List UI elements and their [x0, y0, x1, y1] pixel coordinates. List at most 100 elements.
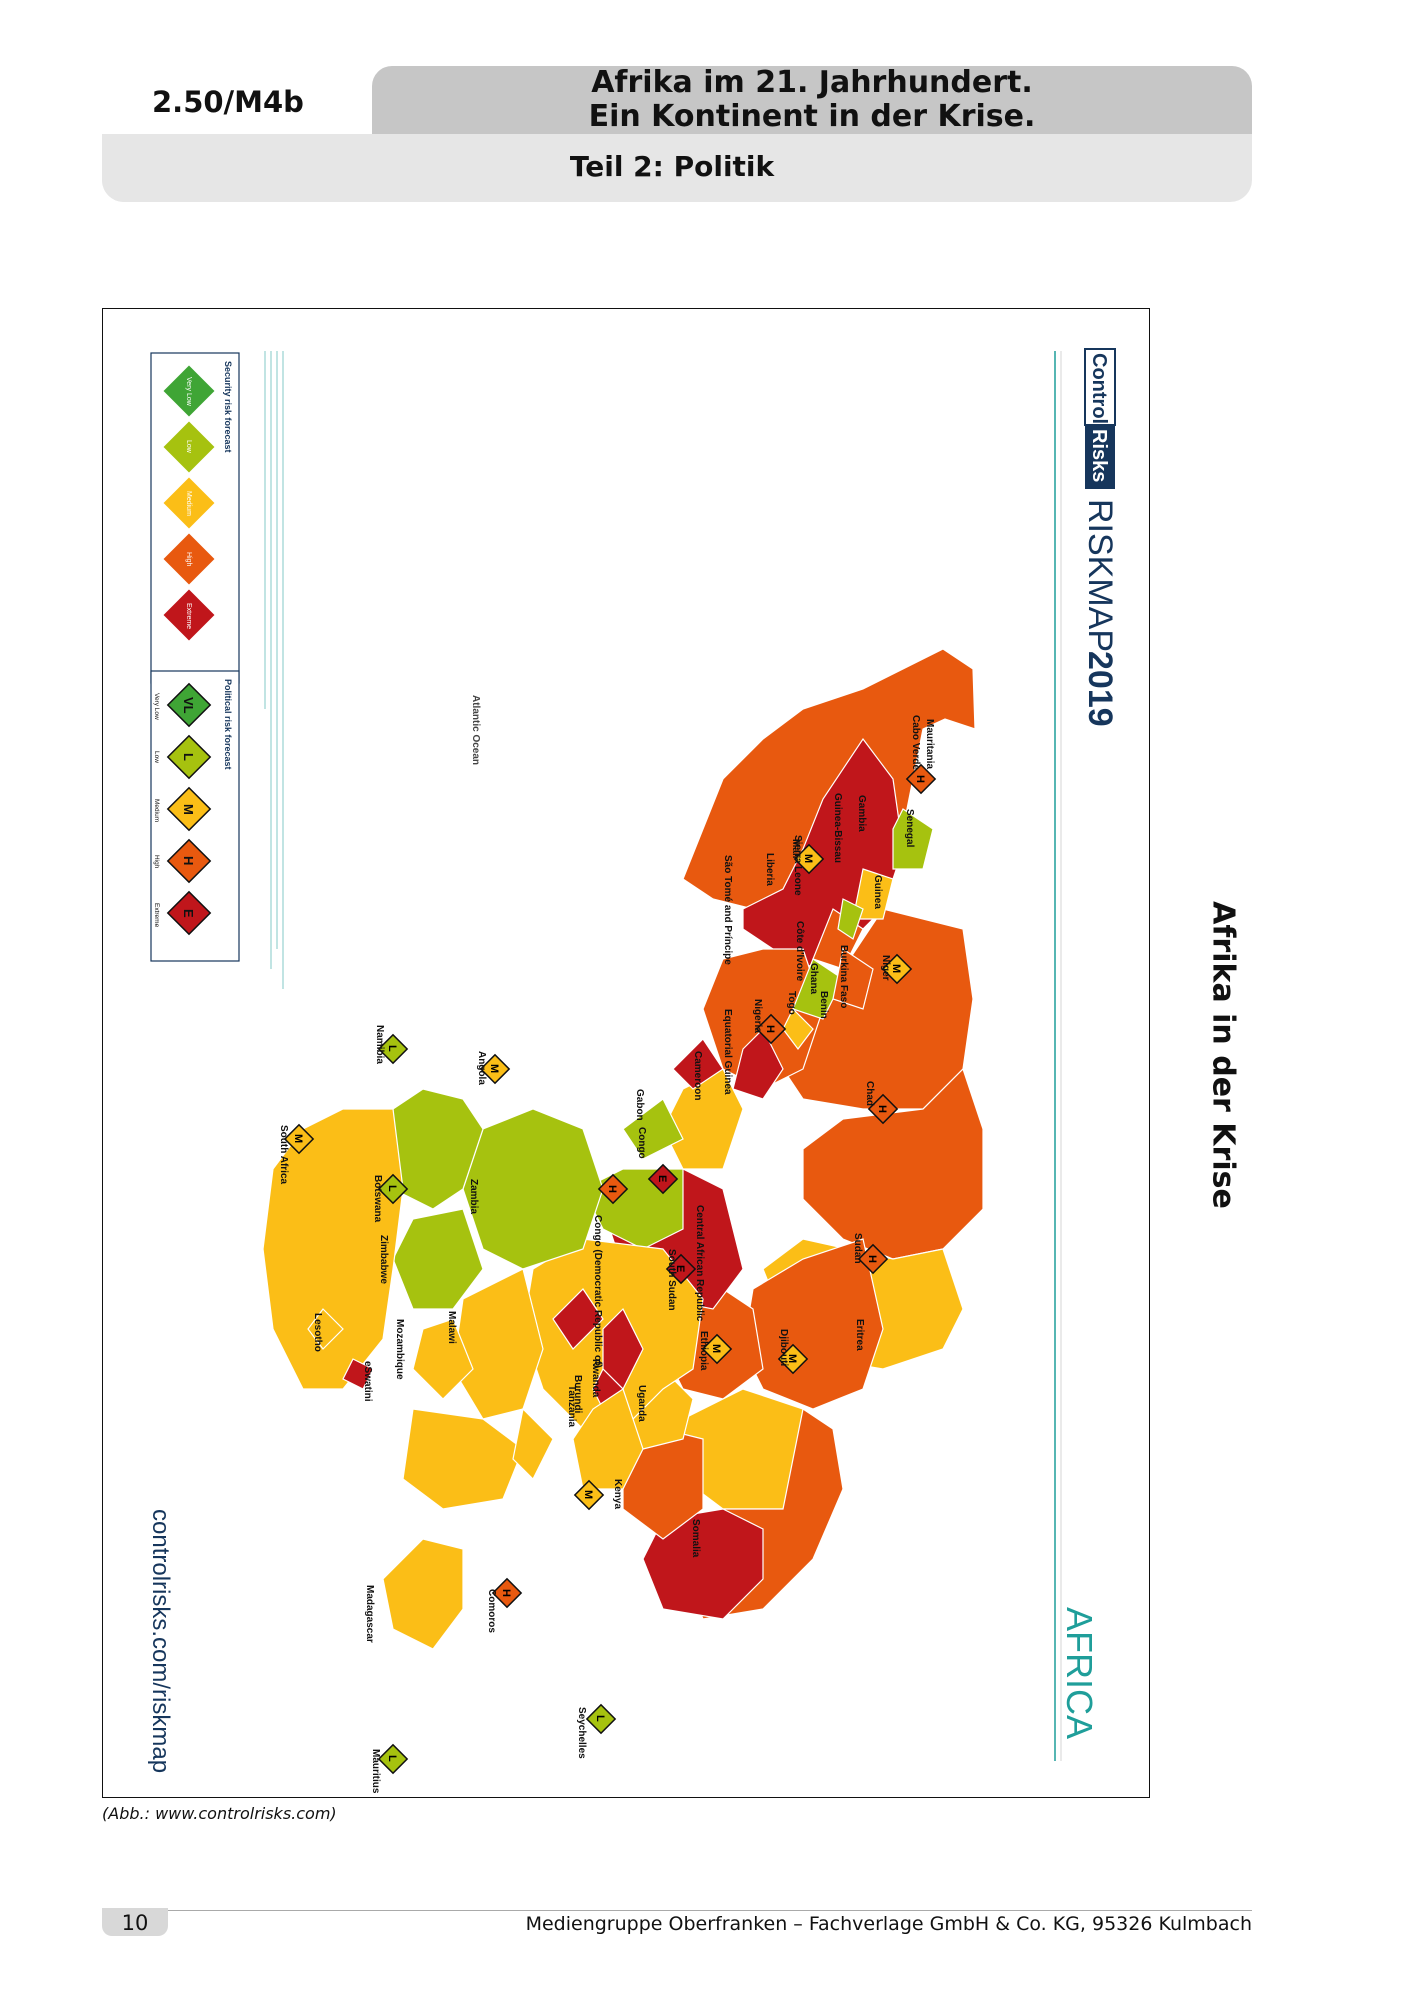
- region-malawi: [512, 1407, 554, 1481]
- label-mauritius: Mauritius: [370, 1749, 381, 1794]
- label-benin: Benin: [818, 991, 829, 1019]
- label-equatorial-guinea: Equatorial Guinea: [722, 1009, 733, 1095]
- political-low-swatch: [166, 734, 212, 780]
- marker-mali: [793, 843, 825, 875]
- brand-risks: Risks: [1088, 429, 1110, 482]
- brand-year: 2019: [1081, 651, 1119, 727]
- political-extreme-swatch: [166, 890, 212, 936]
- rating-markers: H M M H H M M E E H H M L L M M H L L: [283, 763, 937, 1775]
- region-sudan: [742, 1238, 884, 1410]
- region-drc-kasai: [552, 1288, 604, 1350]
- label-guinea-bissau: Guinea-Bissau: [832, 793, 843, 863]
- label-somalia: Somalia: [690, 1519, 701, 1558]
- label-ethiopia: Ethiopia: [698, 1331, 709, 1371]
- label-rwanda: Rwanda: [590, 1359, 601, 1398]
- riskmap-url: controlrisks.com/riskmap: [147, 1509, 174, 1773]
- marker-sudan-code: H: [866, 1255, 878, 1263]
- label-cameroon: Cameroon: [692, 1051, 703, 1100]
- region-chad: [802, 1067, 984, 1260]
- label-cabo-verde: Cabo Verde: [910, 715, 921, 770]
- region-botswana: [392, 1208, 484, 1310]
- label-madagascar: Madagascar: [364, 1585, 375, 1643]
- worksheet-title: Afrika im 21. Jahrhundert. Ein Kontinent…: [372, 66, 1252, 134]
- label-lesotho: Lesotho: [312, 1313, 323, 1352]
- marker-kenya: [573, 1479, 605, 1511]
- label-comoros: Comoros: [486, 1589, 497, 1633]
- marker-ethiopia: [701, 1333, 733, 1365]
- label-guinea: Guinea: [872, 875, 883, 909]
- political-low-label: Low: [153, 751, 160, 763]
- marker-car-code: E: [656, 1175, 668, 1182]
- label-eritrea: Eritrea: [854, 1319, 865, 1351]
- marker-djibouti-code: M: [786, 1354, 798, 1363]
- title-line-2: Ein Kontinent in der Krise.: [588, 99, 1036, 134]
- label-sao-tome: São Tomé and Príncipe: [722, 855, 733, 965]
- label-tanzania: Tanzania: [566, 1385, 577, 1427]
- footer-rule: [102, 1910, 1252, 1911]
- label-mauritania: Mauritania: [924, 719, 935, 769]
- marker-comoros: [491, 1577, 523, 1609]
- label-burkina-faso: Burkina Faso: [838, 945, 849, 1008]
- brand-riskmap: RISKMAP: [1081, 499, 1119, 652]
- label-gambia: Gambia: [856, 795, 867, 832]
- label-mali: Mali: [790, 839, 801, 859]
- security-extreme-swatch: [163, 589, 215, 641]
- marker-mauritania-code: H: [914, 775, 926, 783]
- label-zimbabwe: Zimbabwe: [378, 1235, 389, 1284]
- marker-seychelles: [585, 1703, 617, 1735]
- marker-nigeria-code: H: [764, 1025, 776, 1033]
- brand-box-dark: [1085, 425, 1115, 489]
- marker-seychelles-code: L: [594, 1715, 606, 1722]
- region-nigeria-northeast: [732, 1027, 784, 1100]
- side-title-text: Afrika in der Krise: [1205, 901, 1241, 1209]
- political-high-label: High: [153, 855, 160, 869]
- figure-caption: (Abb.: www.controlrisks.com): [102, 1804, 337, 1823]
- title-line-1: Afrika im 21. Jahrhundert.: [591, 65, 1033, 100]
- legend-security-title: Security risk forecast: [223, 361, 233, 453]
- label-chad: Chad: [864, 1081, 875, 1106]
- marker-mauritania: [905, 763, 937, 795]
- legend-political-title: Political risk forecast: [223, 679, 233, 770]
- label-nigeria: Nigeria: [752, 999, 763, 1033]
- marker-mauritius: [377, 1743, 409, 1775]
- label-sudan: Sudan: [852, 1233, 863, 1264]
- marker-botswana-code: L: [386, 1185, 398, 1192]
- marker-niger: [881, 953, 913, 985]
- region-zimbabwe: [412, 1318, 474, 1400]
- security-extreme-label: Extreme: [185, 603, 192, 629]
- page-number: 10: [102, 1908, 168, 1936]
- label-botswana: Botswana: [372, 1175, 383, 1223]
- marker-djibouti: [777, 1343, 809, 1375]
- label-eswatini: eSwatini: [362, 1361, 373, 1402]
- marker-mauritius-code: L: [386, 1755, 398, 1762]
- label-seychelles: Seychelles: [576, 1707, 587, 1759]
- political-very-low-swatch: [166, 682, 212, 728]
- region-mozambique: [402, 1408, 524, 1510]
- label-namibia: Namibia: [374, 1025, 385, 1064]
- region-title: AFRICA: [1059, 1607, 1100, 1739]
- region-togo-benin: [782, 1007, 814, 1050]
- region-angola: [462, 1108, 604, 1270]
- marker-car: [647, 1163, 679, 1195]
- marker-nigeria: [755, 1013, 787, 1045]
- political-high-code: H: [181, 856, 196, 865]
- label-south-africa: South Africa: [278, 1125, 289, 1185]
- label-ghana: Ghana: [808, 963, 819, 995]
- worksheet-subtitle: Teil 2: Politik: [569, 150, 775, 183]
- security-high-label: High: [185, 552, 192, 567]
- publisher-footer: Mediengruppe Oberfranken – Fachverlage G…: [525, 1913, 1252, 1935]
- political-medium-label: Medium: [153, 799, 160, 822]
- political-very-low-code: VL: [181, 697, 196, 714]
- label-uganda: Uganda: [636, 1385, 647, 1422]
- region-gabon: [622, 1098, 684, 1160]
- label-togo: Togo: [786, 991, 797, 1015]
- security-very-low-label: Very Low: [185, 377, 192, 407]
- marker-south-africa-code: M: [292, 1134, 304, 1143]
- label-djibouti: Djibouti: [778, 1329, 789, 1366]
- political-medium-swatch: [166, 786, 212, 832]
- region-senegal: [892, 808, 934, 870]
- label-cote-divoire: Côte d'Ivoire: [794, 921, 805, 982]
- political-extreme-code: E: [181, 909, 196, 918]
- side-title: Afrika in der Krise: [1198, 885, 1248, 1225]
